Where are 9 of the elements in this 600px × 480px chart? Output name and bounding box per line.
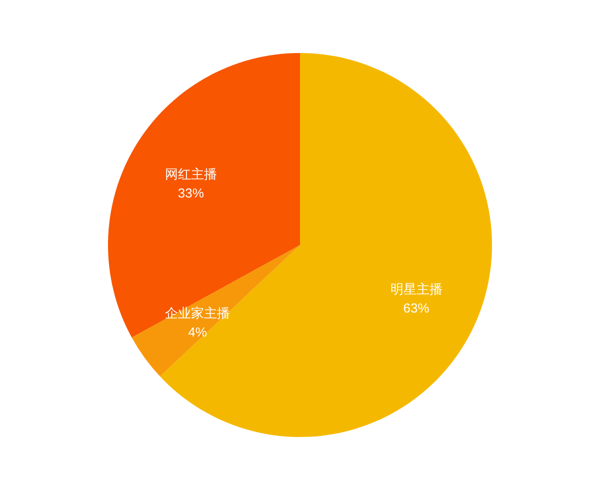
pie-slice: [160, 53, 492, 437]
data-label: 33%: [178, 185, 204, 200]
pie-slice: [132, 245, 300, 376]
slice-label: 企业家主播: [164, 305, 230, 322]
pie-slice: [108, 53, 300, 338]
data-label: 4%: [188, 324, 208, 340]
data-label: 63%: [403, 300, 430, 316]
slice-label: 网红主播: [164, 166, 217, 182]
slice-label: 明星主播: [390, 281, 442, 298]
